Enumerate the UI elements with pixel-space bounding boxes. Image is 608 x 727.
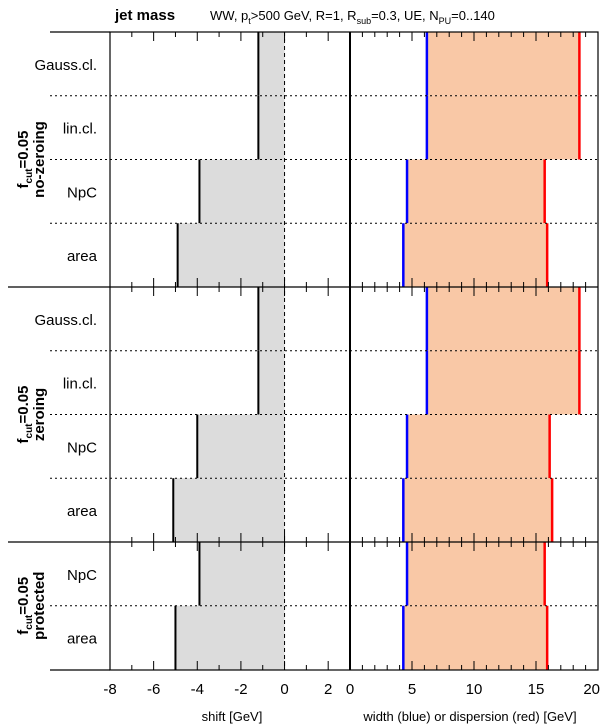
x-tick-label: 20 (583, 681, 600, 698)
right-xlabel: width (blue) or dispersion (red) [GeV] (362, 709, 576, 724)
row-label: NpC (67, 439, 97, 456)
width-dispersion-band (407, 414, 550, 479)
left-xlabel: shift [GeV] (202, 709, 263, 724)
x-tick-label: 10 (466, 681, 483, 698)
shift-bar (258, 32, 285, 96)
width-dispersion-band (407, 542, 545, 606)
shift-bar (258, 350, 285, 415)
row-label: area (67, 631, 98, 648)
x-tick-label: -2 (234, 681, 247, 698)
x-tick-label: -6 (147, 681, 160, 698)
chart-subtitle: WW, pt>500 GeV, R=1, Rsub=0.3, UE, NPU=0… (210, 8, 495, 26)
shift-bar (258, 95, 285, 160)
width-dispersion-band (426, 287, 580, 351)
width-dispersion-band (407, 159, 545, 224)
shift-bar (175, 605, 285, 670)
x-tick-label: 0 (346, 681, 354, 698)
row-label: area (67, 503, 98, 520)
row-label: lin.cl. (63, 121, 97, 138)
width-dispersion-band (426, 95, 580, 160)
x-tick-label: 2 (324, 681, 332, 698)
group-label: fcut=0.05 (15, 386, 35, 444)
x-tick-label: 0 (280, 681, 288, 698)
shift-bar (173, 478, 285, 542)
shift-bar (199, 159, 285, 224)
x-tick-label: -4 (191, 681, 204, 698)
width-dispersion-band (426, 32, 580, 96)
width-dispersion-band (426, 350, 580, 415)
row-label: lin.cl. (63, 376, 97, 393)
chart-title: jet mass (114, 7, 175, 24)
group-label-name: protected (31, 572, 48, 640)
row-label: Gauss.cl. (34, 312, 97, 329)
x-tick-label: -8 (103, 681, 116, 698)
plot-frame (109, 31, 599, 671)
group-label-name: no-zeroing (31, 121, 48, 198)
row-label: NpC (67, 567, 97, 584)
width-dispersion-band (403, 223, 548, 287)
shift-bar (258, 287, 285, 351)
group-label: fcut=0.05 (15, 131, 35, 189)
group-label: fcut=0.05 (15, 577, 35, 635)
row-label: area (67, 248, 98, 265)
shift-bar (199, 542, 285, 606)
row-label: Gauss.cl. (34, 57, 97, 74)
width-dispersion-band (403, 605, 548, 670)
shift-bar (197, 414, 285, 479)
row-label: NpC (67, 184, 97, 201)
x-tick-label: 5 (408, 681, 416, 698)
group-label-name: zeroing (31, 388, 48, 441)
shift-bar (177, 223, 285, 287)
x-tick-label: 15 (528, 681, 545, 698)
width-dispersion-band (403, 478, 553, 542)
